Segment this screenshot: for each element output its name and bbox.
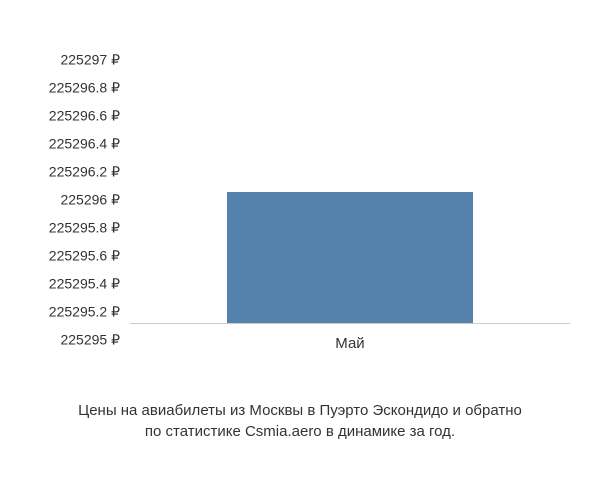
y-tick-label: 225296.8 ₽ [49, 80, 120, 97]
y-axis: 225297 ₽ 225296.8 ₽ 225296.6 ₽ 225296.4 … [30, 60, 125, 340]
plot-area [130, 60, 570, 324]
chart-caption-line1: Цены на авиабилеты из Москвы в Пуэрто Эс… [0, 400, 600, 421]
chart-caption-line2: по статистике Csmia.aero в динамике за г… [0, 421, 600, 442]
price-chart: 225297 ₽ 225296.8 ₽ 225296.6 ₽ 225296.4 … [30, 60, 570, 340]
y-tick-label: 225296.4 ₽ [49, 136, 120, 153]
y-tick-label: 225295.2 ₽ [49, 304, 120, 321]
y-tick-label: 225296 ₽ [60, 192, 120, 209]
y-tick-label: 225295.4 ₽ [49, 276, 120, 293]
x-tick-label: Май [335, 335, 364, 352]
bar-may [227, 192, 473, 324]
y-tick-label: 225296.2 ₽ [49, 164, 120, 181]
y-tick-label: 225295 ₽ [60, 332, 120, 349]
y-tick-label: 225296.6 ₽ [49, 108, 120, 125]
y-tick-label: 225295.6 ₽ [49, 248, 120, 265]
y-tick-label: 225297 ₽ [60, 52, 120, 69]
y-tick-label: 225295.8 ₽ [49, 220, 120, 237]
